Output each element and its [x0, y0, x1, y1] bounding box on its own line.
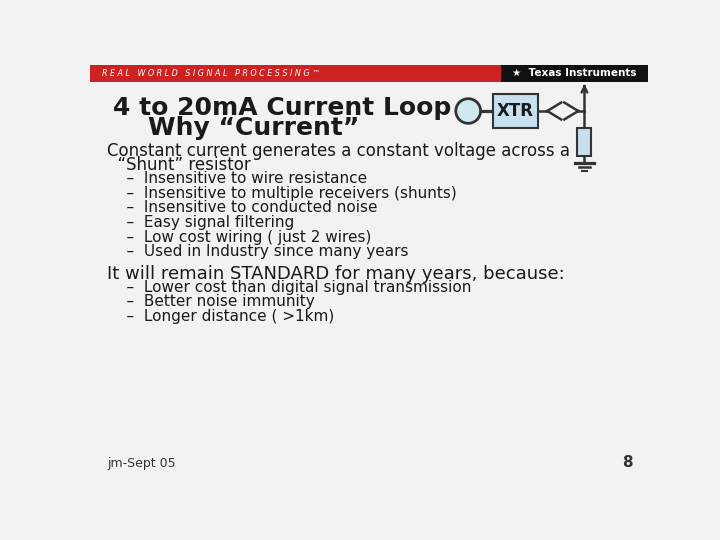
Circle shape — [456, 99, 481, 123]
Text: –  Lower cost than digital signal transmission: – Lower cost than digital signal transmi… — [107, 280, 472, 295]
Bar — [500, 65, 648, 82]
Bar — [90, 65, 500, 82]
Text: 8: 8 — [622, 455, 632, 470]
Text: It will remain STANDARD for many years, because:: It will remain STANDARD for many years, … — [107, 265, 564, 283]
Text: Constant current generates a constant voltage across a: Constant current generates a constant vo… — [107, 142, 570, 160]
Text: R E A L   W O R L D   S I G N A L   P R O C E S S I N G ™: R E A L W O R L D S I G N A L P R O C E … — [102, 69, 320, 78]
Text: ★  Texas Instruments: ★ Texas Instruments — [512, 68, 636, 78]
Text: –  Low cost wiring ( just 2 wires): – Low cost wiring ( just 2 wires) — [107, 230, 372, 245]
Text: “Shunt” resistor: “Shunt” resistor — [107, 157, 251, 174]
Text: –  Easy signal filtering: – Easy signal filtering — [107, 215, 294, 230]
Text: –  Insensitive to wire resistance: – Insensitive to wire resistance — [107, 171, 367, 186]
Text: Why “Current”: Why “Current” — [148, 116, 359, 140]
Bar — [493, 94, 538, 128]
Text: –  Insensitive to multiple receivers (shunts): – Insensitive to multiple receivers (shu… — [107, 186, 456, 201]
Text: jm-Sept 05: jm-Sept 05 — [107, 457, 176, 470]
Text: –  Used in Industry since many years: – Used in Industry since many years — [107, 244, 408, 259]
Text: –  Longer distance ( >1km): – Longer distance ( >1km) — [107, 309, 334, 324]
Text: 4 to 20mA Current Loop: 4 to 20mA Current Loop — [113, 96, 451, 119]
Text: XTR: XTR — [497, 102, 534, 120]
Text: –  Insensitive to conducted noise: – Insensitive to conducted noise — [107, 200, 377, 215]
Text: –  Better noise immunity: – Better noise immunity — [107, 294, 315, 309]
Bar — [577, 128, 591, 156]
